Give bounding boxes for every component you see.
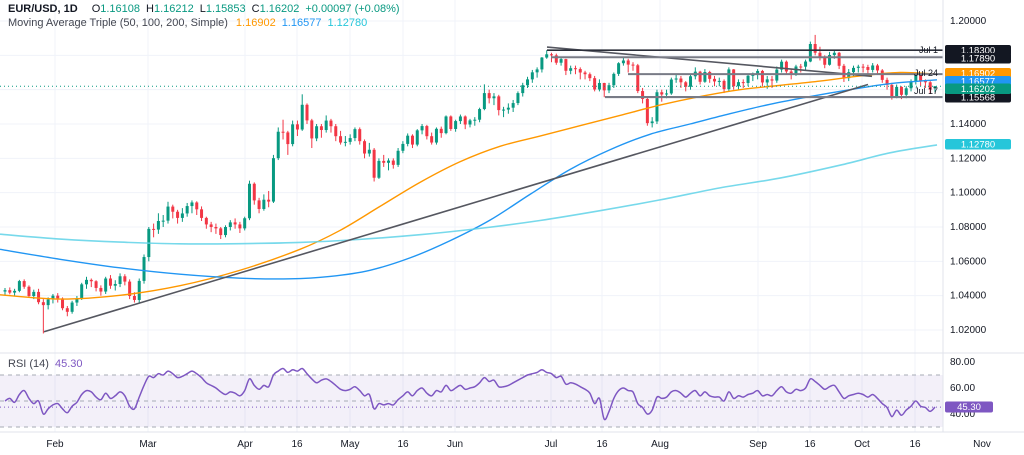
ma100-line[interactable] (0, 79, 938, 280)
ray-date-label: Jul 24 (914, 68, 938, 78)
ray-date-label: Jul 1 (919, 45, 938, 55)
rsi-indicator-legend: RSI (14) 45.30 (8, 358, 83, 370)
price-badge-1.16202[interactable]: 1.16202 (945, 83, 1011, 96)
rsi-value: 45.30 (54, 358, 83, 370)
time-axis-label: Jul (545, 439, 558, 450)
change-value: +0.00097 (+0.08%) (305, 3, 400, 15)
ma100-value: 1.16577 (281, 17, 322, 29)
symbol-legend: EUR/USD, 1D O1.16108 H1.16212 L1.15853 C1.16… (8, 3, 400, 15)
close-label: C (251, 3, 260, 15)
ma50-value: 1.16902 (235, 17, 276, 29)
price-badge-1.16902[interactable]: 1.16902 (945, 68, 1011, 80)
svg-text:60.00: 60.00 (950, 383, 975, 394)
price-badge-1.18300[interactable]: 1.18300 (945, 45, 1011, 57)
gridlines (0, 0, 943, 432)
svg-text:1.02000: 1.02000 (950, 325, 987, 336)
high-label: H (146, 3, 154, 15)
time-axis-label: Nov (973, 439, 991, 450)
time-axis[interactable]: Feb Mar Apr 16 May 16 Jun Jul 16 Aug Sep 16 Oct 16 Nov (46, 439, 991, 450)
ma-indicator-legend: Moving Average Triple (50, 100, 200, Sim… (8, 17, 367, 29)
rsi-indicator-title[interactable]: RSI (14) (8, 358, 49, 370)
rsi-line[interactable] (4, 367, 936, 421)
ma-indicator-title[interactable]: Moving Average Triple (50, 100, 200, Sim… (8, 17, 228, 29)
price-axis[interactable]: 1.20000 1.14000 1.12000 1.10000 1.08000 1.060… (914, 16, 987, 420)
high-value: 1.16212 (153, 3, 194, 15)
svg-text:1.14000: 1.14000 (950, 119, 987, 130)
pane-borders (0, 0, 1024, 433)
ascending-trendline[interactable] (43, 83, 869, 333)
candlestick-series[interactable] (3, 34, 937, 334)
svg-text:1.06000: 1.06000 (950, 256, 987, 267)
time-axis-label: Sep (749, 439, 767, 450)
price-badge-1.17890[interactable]: 1.17890 (945, 53, 1011, 65)
time-axis-label: 16 (909, 439, 921, 450)
time-axis-label: Feb (46, 439, 64, 450)
time-axis-label: 16 (804, 439, 816, 450)
svg-text:1.17890: 1.17890 (961, 54, 995, 65)
rsi-band (0, 374, 943, 428)
time-axis-label: Jun (447, 439, 463, 450)
svg-text:40.00: 40.00 (950, 409, 975, 420)
svg-text:1.18300: 1.18300 (961, 46, 995, 57)
svg-text:80.00: 80.00 (950, 357, 975, 368)
price-badge-1.15568[interactable]: 1.15568 (945, 92, 1011, 104)
svg-text:1.16202: 1.16202 (961, 84, 995, 95)
price-badge-1.12780[interactable]: 1.12780 (945, 139, 1011, 151)
time-axis-label: 16 (596, 439, 608, 450)
ray-date-label: Jul 17 (914, 86, 938, 96)
time-axis-label: Mar (139, 439, 157, 450)
svg-text:1.16902: 1.16902 (961, 69, 995, 80)
open-label: O (91, 3, 101, 15)
svg-text:1.15568: 1.15568 (961, 93, 995, 104)
time-axis-label: Aug (651, 439, 669, 450)
svg-text:1.12780: 1.12780 (961, 140, 995, 151)
time-axis-label: Apr (237, 439, 253, 450)
close-value: 1.16202 (259, 3, 300, 15)
svg-text:45.30: 45.30 (957, 402, 981, 413)
descending-trendline[interactable] (546, 46, 873, 78)
low-label: L (199, 3, 206, 15)
svg-text:1.20000: 1.20000 (950, 16, 987, 27)
svg-text:1.10000: 1.10000 (950, 188, 987, 199)
ma50-line[interactable] (0, 71, 938, 300)
svg-text:1.04000: 1.04000 (950, 291, 987, 302)
svg-text:1.12000: 1.12000 (950, 153, 987, 164)
ma200-line[interactable] (0, 144, 938, 245)
ma200-value: 1.12780 (327, 17, 368, 29)
symbol-title[interactable]: EUR/USD, 1D (8, 3, 78, 15)
time-axis-label: May (341, 439, 360, 450)
svg-text:1.08000: 1.08000 (950, 222, 987, 233)
time-axis-label: 16 (291, 439, 303, 450)
rsi-value-badge[interactable]: 45.30 (945, 401, 993, 414)
low-value: 1.15853 (205, 3, 246, 15)
svg-text:1.16577: 1.16577 (961, 77, 995, 88)
open-value: 1.16108 (100, 3, 141, 15)
time-axis-label: 16 (397, 439, 409, 450)
time-axis-label: Oct (854, 439, 870, 450)
